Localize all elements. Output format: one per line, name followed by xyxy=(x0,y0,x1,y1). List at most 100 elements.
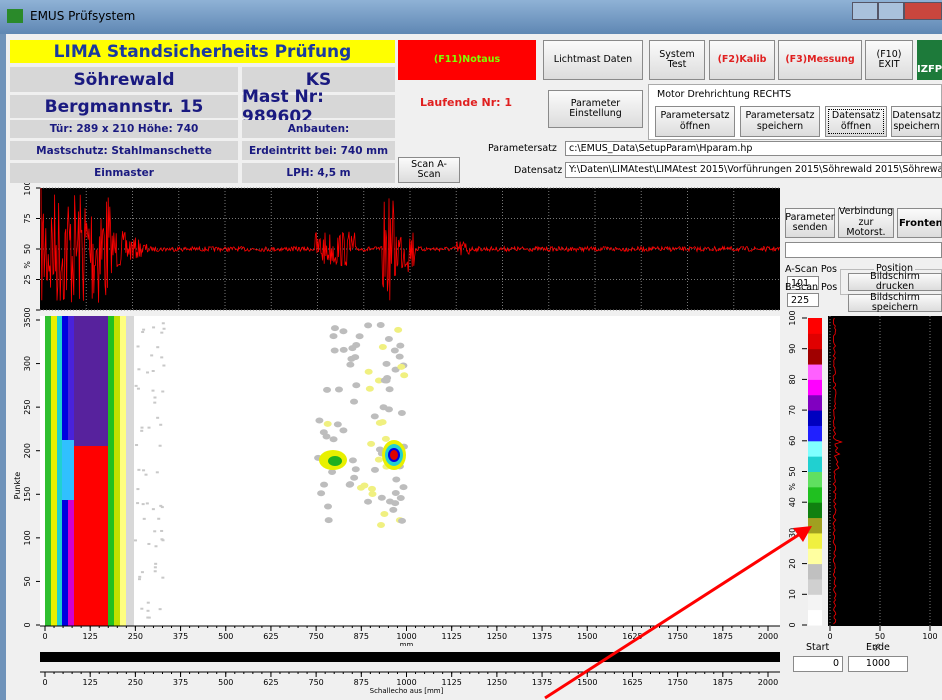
color-scale-segment xyxy=(808,441,822,457)
b-scan-speckle xyxy=(154,545,157,547)
parametersatz-oeffnen-button[interactable]: Parametersatz öffnen xyxy=(655,106,735,137)
color-scale-tick-label: 20 xyxy=(788,559,797,569)
b-scan-speckle xyxy=(364,322,372,328)
color-scale-segment xyxy=(808,487,822,503)
b-scan-speckle xyxy=(135,444,138,446)
b-scan-speckle xyxy=(367,441,375,447)
scan-button[interactable]: Scan A-Scan xyxy=(398,157,460,183)
b-scan-speckle xyxy=(381,377,389,383)
color-scale-segment xyxy=(808,518,822,534)
info-header: LIMA Standsicherheits Prüfung xyxy=(10,40,395,63)
bottom-axis-tick-label: 1875 xyxy=(713,678,733,687)
b-scan-speckle xyxy=(146,617,149,619)
b-scan-speckle xyxy=(356,333,364,339)
b-scan-speckle xyxy=(386,386,394,392)
end-input[interactable]: 1000 xyxy=(848,656,908,672)
exit-button[interactable]: (F10) EXIT xyxy=(865,40,913,80)
parameter-einstellung-button[interactable]: Parameter Einstellung xyxy=(548,90,643,128)
a-scan-y-tick-label: 0 xyxy=(23,307,32,312)
b-scan-speckle xyxy=(398,410,406,416)
b-scan-speckle xyxy=(364,499,372,505)
b-scan-band xyxy=(126,316,134,626)
b-scan-speckle xyxy=(160,530,163,532)
datensatz-input[interactable]: Y:\Daten\LIMAtest\LIMAtest 2015\Vorführu… xyxy=(565,162,942,178)
start-input[interactable]: 0 xyxy=(793,656,843,672)
b-scan-speckle xyxy=(399,484,407,490)
b-scan-speckle xyxy=(161,391,164,393)
b-scan-speckle xyxy=(375,457,383,463)
b-scan-speckle xyxy=(357,485,365,491)
b-scan-speckle xyxy=(138,578,141,580)
status-input[interactable] xyxy=(785,242,942,258)
b-scan-speckle xyxy=(377,322,385,328)
b-scan-x-tick-label: 375 xyxy=(173,632,188,641)
b-scan-speckle xyxy=(157,518,160,520)
b-scan-band xyxy=(114,316,120,626)
b-scan-speckle xyxy=(142,329,145,331)
messung-button[interactable]: (F3)Messung xyxy=(778,40,862,80)
b-scan-y-label: Punkte xyxy=(13,472,22,500)
b-scan-x-tick-label: 1500 xyxy=(577,632,597,641)
b-scan-speckle xyxy=(371,467,379,473)
parameter-senden-button[interactable]: Parameter senden xyxy=(785,208,835,238)
frontend-button[interactable]: Frontend xyxy=(897,208,942,238)
b-scan-speckle xyxy=(398,518,406,524)
motor-tab[interactable]: Motor Drehrichtung RECHTS xyxy=(657,89,791,100)
bildschirm-speichern-button[interactable]: Bildschirm speichern xyxy=(848,294,942,312)
b-scan-speckle xyxy=(153,530,156,532)
b-scan-speckle xyxy=(136,502,139,504)
b-scan-x-tick-label: 1000 xyxy=(396,632,416,641)
start-label: Start xyxy=(806,642,829,653)
bottom-axis-tick-label: 1750 xyxy=(667,678,687,687)
info-cell: Bergmannstr. 15 xyxy=(10,95,238,118)
datensatz-speichern-button[interactable]: Datensatz speichern xyxy=(891,106,942,137)
b-scan-speckle xyxy=(323,387,331,393)
b-scan-speckle xyxy=(137,345,140,347)
b-scan-speckle xyxy=(134,539,137,541)
b-scan-speckle xyxy=(153,397,156,399)
b-scan-x-tick-label: 875 xyxy=(354,632,369,641)
datensatz-oeffnen-button[interactable]: Datensatz öffnen xyxy=(825,106,887,137)
b-scan-speckle xyxy=(351,354,359,360)
color-scale-segment xyxy=(808,533,822,549)
b-scan-speckle xyxy=(382,436,390,442)
bottom-axis-tick-label: 250 xyxy=(128,678,143,687)
b-scan-speckle xyxy=(397,364,405,370)
verbindung-button[interactable]: Verbindung zur Motorst. xyxy=(838,208,894,238)
lichtmast-button[interactable]: Lichtmast Daten xyxy=(543,40,643,80)
notaus-button[interactable]: (F11)Notaus xyxy=(398,40,536,80)
color-scale-tick-label: 40 xyxy=(788,497,797,507)
b-scan-speckle xyxy=(161,577,164,579)
b-scan-speckle xyxy=(383,361,391,367)
b-scan-speckle xyxy=(394,327,402,333)
kalib-button[interactable]: (F2)Kalib xyxy=(709,40,775,80)
color-scale-segment xyxy=(808,410,822,426)
b-scan-speckle xyxy=(162,365,165,367)
info-cell: Erdeintritt bei: 740 mm xyxy=(242,141,395,160)
b-scan-y-tick-label: 100 xyxy=(23,530,32,545)
b-scan-speckle xyxy=(330,436,338,442)
b-scan-speckle xyxy=(365,369,373,375)
b-scan-speckle xyxy=(162,322,165,324)
bottom-axis-tick-label: 2000 xyxy=(758,678,778,687)
b-scan-speckle xyxy=(392,490,400,496)
parametersatz-input[interactable]: c:\EMUS_Data\SetupParam\Hparam.hp xyxy=(565,141,942,156)
system-test-button[interactable]: System Test xyxy=(649,40,705,80)
b-scan-y-tick-label: 200 xyxy=(23,443,32,458)
bottom-axis-tick-label: 1125 xyxy=(442,678,462,687)
color-scale-segment xyxy=(808,579,822,595)
b-scan-speckle xyxy=(379,344,387,350)
bottom-axis-tick-label: 1000 xyxy=(396,678,416,687)
status-text: Laufende Nr: 1 xyxy=(420,96,512,109)
info-cell: Anbauten: xyxy=(242,120,395,138)
b-scan-speckle xyxy=(368,486,376,492)
parametersatz-speichern-button[interactable]: Parametersatz speichern xyxy=(740,106,820,137)
b-scan-speckle xyxy=(140,608,143,610)
b-scan-speckle xyxy=(324,421,332,427)
color-scale-segment xyxy=(808,379,822,395)
a-scan-pos-label: A-Scan Pos xyxy=(785,264,837,275)
bildschirm-drucken-button[interactable]: Bildschirm drucken xyxy=(848,273,942,291)
b-scan-pos-input[interactable]: 225 xyxy=(787,293,819,307)
b-scan-y-tick-label: 150 xyxy=(23,487,32,502)
color-scale-tick-label: 50 xyxy=(788,466,797,476)
